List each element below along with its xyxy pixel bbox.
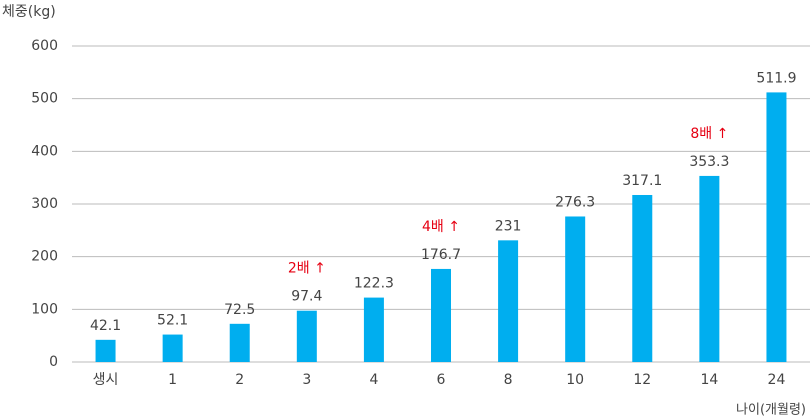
bar <box>766 92 787 363</box>
y-tick-label: 400 <box>31 143 58 159</box>
x-tick-label: 2 <box>235 372 244 388</box>
y-tick-label: 300 <box>31 196 58 212</box>
x-tick-label: 24 <box>768 372 786 388</box>
bar <box>565 216 586 362</box>
bar <box>95 339 116 362</box>
annotation: 4배 ↑ <box>422 219 460 235</box>
bar <box>632 194 653 362</box>
x-tick-label: 생시 <box>93 372 119 388</box>
value-label: 353.3 <box>689 154 729 170</box>
value-label: 52.1 <box>157 313 188 329</box>
bar <box>162 334 183 362</box>
y-tick-label: 0 <box>49 354 58 370</box>
value-label: 122.3 <box>354 276 394 292</box>
bar <box>363 297 384 362</box>
y-tick-label: 500 <box>31 91 58 107</box>
bar <box>699 175 720 362</box>
x-axis-label: 나이(개월령) <box>736 403 806 418</box>
bar <box>431 268 451 362</box>
x-tick-label: 1 <box>168 372 177 388</box>
bar <box>498 240 519 362</box>
value-label: 97.4 <box>291 289 322 305</box>
bar <box>296 310 317 362</box>
value-label: 176.7 <box>421 247 461 263</box>
value-label: 511.9 <box>756 70 796 86</box>
x-tick-label: 3 <box>302 372 311 388</box>
value-label: 72.5 <box>224 302 255 318</box>
x-tick-label: 12 <box>633 372 651 388</box>
x-tick-label: 8 <box>504 372 513 388</box>
annotation: 2배 ↑ <box>288 261 326 277</box>
value-label: 231 <box>495 218 522 234</box>
x-tick-label: 14 <box>700 372 718 388</box>
x-tick-label: 4 <box>369 372 378 388</box>
x-tick-label: 10 <box>566 372 584 388</box>
y-tick-label: 100 <box>31 301 58 317</box>
y-tick-label: 600 <box>31 38 58 54</box>
bar <box>229 323 250 362</box>
annotation: 8배 ↑ <box>690 126 728 142</box>
value-label: 42.1 <box>90 318 121 334</box>
y-axis-label: 체중(kg) <box>2 4 56 20</box>
y-tick-label: 200 <box>31 249 58 265</box>
value-label: 276.3 <box>555 194 595 210</box>
value-label: 317.1 <box>622 173 662 189</box>
x-tick-label: 6 <box>437 372 446 388</box>
